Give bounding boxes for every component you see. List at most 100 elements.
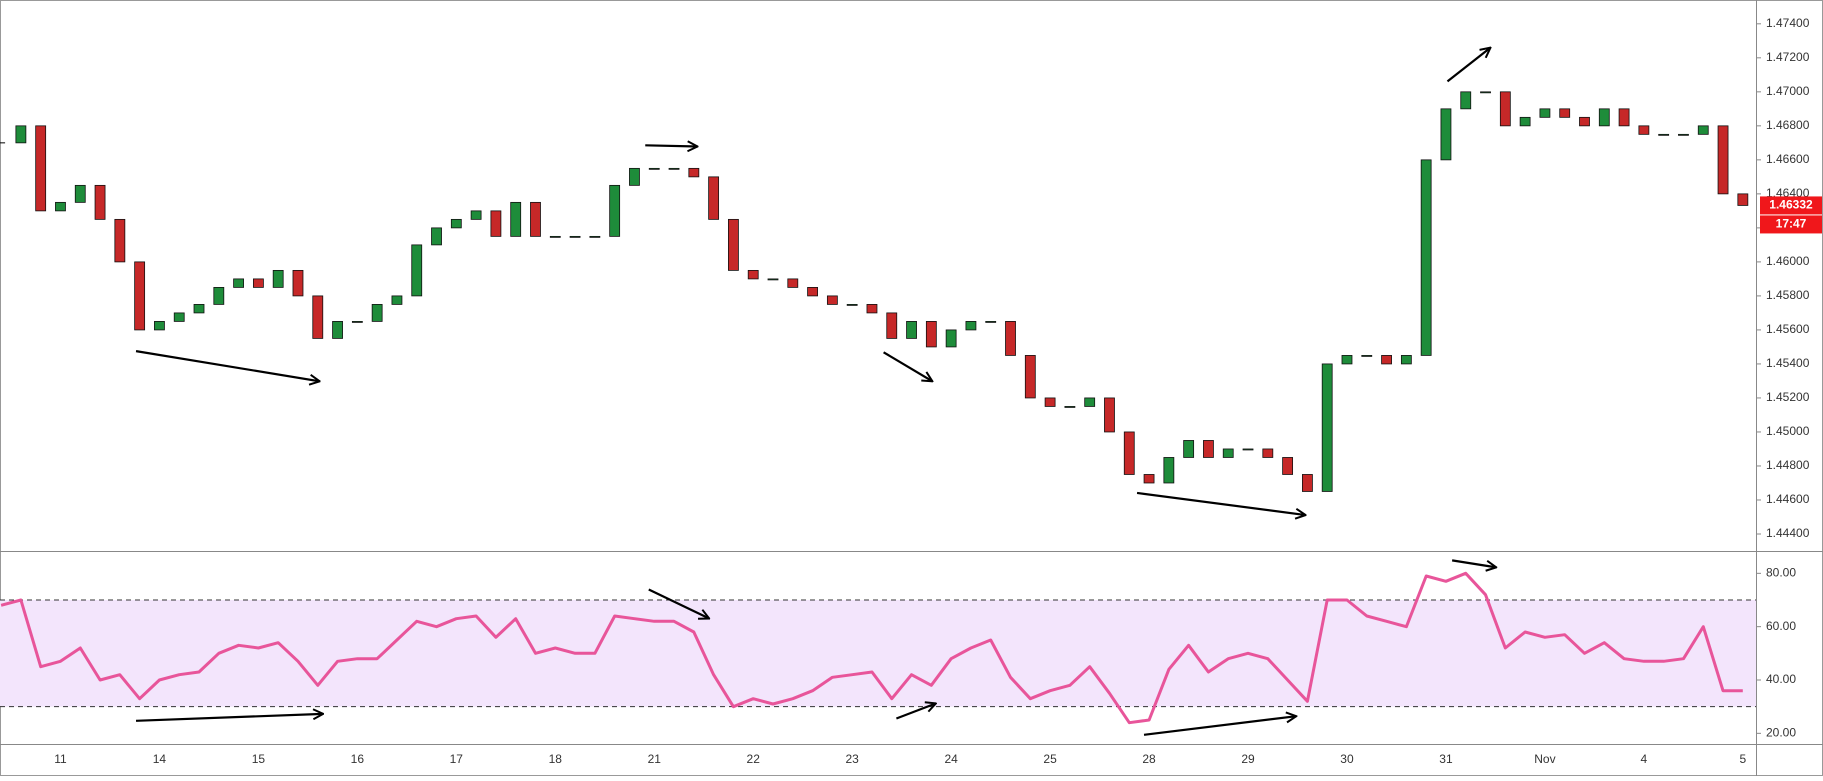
candle <box>826 295 838 305</box>
candle <box>272 269 284 288</box>
candle <box>1282 457 1294 475</box>
candle <box>1143 474 1155 484</box>
x-tick-label: 14 <box>153 752 167 766</box>
annotation-arrow <box>895 703 936 720</box>
candle <box>747 269 759 280</box>
y-tick-label: 1.46600 <box>1766 152 1810 166</box>
candle <box>1005 321 1016 356</box>
candle <box>1420 159 1432 356</box>
y-tick-label: 1.44800 <box>1766 458 1810 472</box>
annotation-arrow <box>1451 559 1496 567</box>
candle <box>94 184 106 220</box>
candle <box>213 287 225 305</box>
candle <box>846 304 858 306</box>
candle <box>1697 125 1709 135</box>
candle <box>193 304 205 314</box>
candle <box>1638 125 1650 135</box>
x-tick-label: 22 <box>747 752 761 766</box>
candle <box>371 304 383 322</box>
candle <box>1480 91 1491 94</box>
candle <box>866 304 878 314</box>
rsi-line <box>0 571 1743 725</box>
annotation-arrow <box>883 351 933 381</box>
y-tick-label: 60.00 <box>1766 619 1796 633</box>
x-tick-label: 23 <box>845 752 859 766</box>
y-tick-label: 20.00 <box>1766 726 1796 740</box>
candle <box>1064 406 1076 408</box>
y-tick-label: 1.46000 <box>1766 254 1810 268</box>
candle <box>1341 355 1353 365</box>
candle <box>906 321 917 339</box>
candle <box>1539 108 1551 118</box>
candle <box>450 218 462 229</box>
candle <box>1658 133 1670 136</box>
candle <box>1460 91 1472 110</box>
y-tick-label: 1.45400 <box>1766 356 1810 370</box>
candle <box>35 125 47 212</box>
candle <box>1598 108 1610 127</box>
annotation-arrow <box>1136 491 1306 515</box>
candle <box>510 201 522 237</box>
candle <box>470 210 482 220</box>
x-tick-label: 18 <box>549 752 563 766</box>
candle <box>1203 440 1214 458</box>
candle <box>134 261 146 331</box>
candle <box>1400 355 1412 365</box>
candle <box>490 210 502 237</box>
x-tick-label: 4 <box>1641 752 1648 766</box>
annotation-arrow <box>1143 716 1296 736</box>
annotation-arrow <box>135 350 320 381</box>
x-tick-label: 24 <box>944 752 958 766</box>
x-tick-label: 21 <box>648 752 662 766</box>
candle <box>1618 108 1630 127</box>
annotation-arrow <box>645 145 697 146</box>
candle <box>549 235 561 238</box>
candle <box>530 201 541 237</box>
candle <box>431 227 442 246</box>
candle <box>411 244 423 297</box>
candle <box>629 167 640 186</box>
candle <box>1123 431 1135 475</box>
candle <box>807 287 818 297</box>
candle <box>589 235 601 238</box>
y-tick-label: 1.45200 <box>1766 390 1810 404</box>
candle <box>312 295 324 339</box>
candle <box>1104 397 1115 433</box>
candle <box>391 295 403 305</box>
candle <box>15 125 27 144</box>
candle <box>1024 355 1036 399</box>
candle <box>1559 108 1571 118</box>
candle <box>154 321 165 331</box>
candle <box>1381 355 1392 365</box>
x-tick-label: 28 <box>1142 752 1156 766</box>
y-tick-label: 1.44600 <box>1766 492 1810 506</box>
y-tick-label: 1.45000 <box>1766 424 1810 438</box>
candle <box>292 269 304 297</box>
candle <box>925 321 937 348</box>
y-tick-label: 1.47200 <box>1766 50 1810 64</box>
candle <box>1499 91 1511 127</box>
annotation-arrow <box>1446 48 1490 83</box>
candle <box>1183 440 1195 458</box>
annotation-arrow <box>648 588 709 618</box>
candle <box>569 235 581 238</box>
candle <box>1044 397 1056 407</box>
candle <box>609 184 621 237</box>
candle <box>74 184 86 203</box>
countdown-tag <box>1760 215 1822 234</box>
countdown-label: 17:47 <box>1776 217 1807 231</box>
candle <box>985 321 997 323</box>
candle <box>1222 448 1234 458</box>
x-tick-label: 5 <box>1739 752 1746 766</box>
x-tick-label: 25 <box>1043 752 1057 766</box>
candle <box>886 312 898 339</box>
candle <box>648 167 660 170</box>
candle <box>252 278 264 288</box>
candle <box>114 218 126 263</box>
candle <box>728 218 739 271</box>
x-tick-label: 16 <box>351 752 365 766</box>
candle <box>1242 448 1254 451</box>
candle <box>1519 116 1531 127</box>
candle <box>1262 448 1274 458</box>
